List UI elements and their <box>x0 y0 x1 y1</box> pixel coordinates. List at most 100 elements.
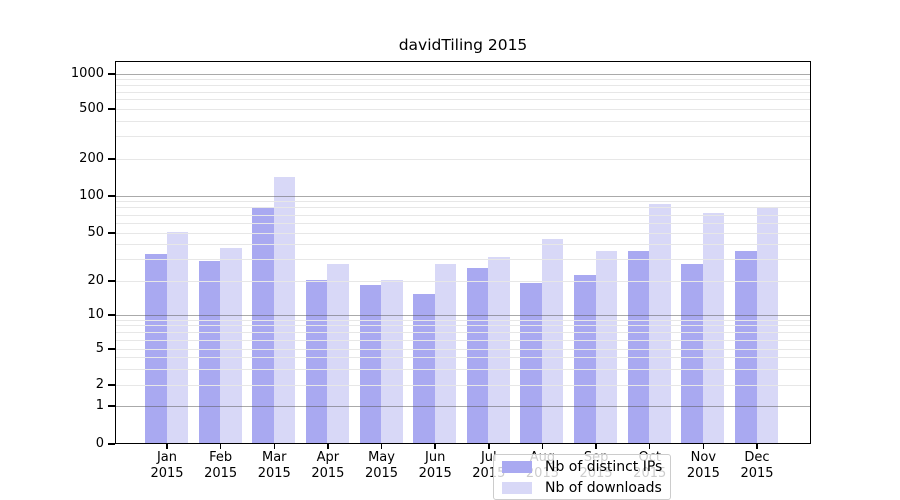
x-tick-label: May 2015 <box>347 450 417 482</box>
bar-downloads-aug <box>541 238 564 443</box>
gridline-minor <box>116 99 810 101</box>
legend-label-downloads: Nb of downloads <box>545 479 662 496</box>
legend-entry-distinct-ips: Nb of distinct IPs <box>502 458 662 476</box>
x-tick-label-month: Jun <box>425 450 446 465</box>
bar-downloads-apr <box>327 264 349 443</box>
x-tick-mark <box>273 444 276 449</box>
y-tick-label: 5 <box>95 341 104 356</box>
x-tick-label-month: Dec <box>744 450 770 465</box>
gridline-major <box>116 314 810 316</box>
x-tick-mark <box>648 444 651 449</box>
x-tick-label-year: 2015 <box>311 466 345 481</box>
y-tick-label: 100 <box>79 188 104 203</box>
y-tick-mark <box>108 195 115 197</box>
x-tick-label: Nov 2015 <box>668 450 738 482</box>
gridline-minor <box>116 348 810 350</box>
x-tick-label-year: 2015 <box>686 466 720 481</box>
x-tick-label: Feb 2015 <box>186 450 256 482</box>
y-tick-mark <box>108 232 115 234</box>
x-tick-label-year: 2015 <box>364 466 399 481</box>
y-tick-label: 10 <box>87 307 104 322</box>
x-tick-label: Dec 2015 <box>722 450 792 482</box>
x-tick-mark <box>541 444 544 449</box>
gridline-minor <box>116 84 810 86</box>
y-tick-mark <box>108 314 115 316</box>
x-tick-label: Jan 2015 <box>132 450 202 482</box>
gridline-minor <box>116 120 810 122</box>
x-tick-mark <box>434 444 436 449</box>
legend-swatch-downloads <box>502 481 532 494</box>
legend-swatch-distinct-ips <box>502 460 532 473</box>
bar-downloads-jan <box>166 232 188 443</box>
gridline-minor <box>116 319 810 321</box>
x-tick-label-month: Feb <box>209 450 233 465</box>
legend: Nb of distinct IPs Nb of downloads <box>493 454 671 500</box>
gridline-minor <box>116 357 810 359</box>
y-tick-mark <box>108 405 115 407</box>
y-tick-mark <box>108 73 115 75</box>
y-tick-label: 1 <box>95 398 104 413</box>
y-tick-label: 1000 <box>70 66 104 81</box>
x-tick-mark <box>380 444 383 449</box>
gridline-minor <box>116 108 810 110</box>
gridline-minor <box>116 259 810 261</box>
x-tick-label-year: 2015 <box>418 466 452 481</box>
gridline-minor <box>116 91 810 93</box>
x-tick-label-year: 2015 <box>204 466 238 481</box>
x-tick-label-month: Mar <box>262 450 287 465</box>
bar-distinct-ips-jan <box>145 253 167 443</box>
y-tick-label: 50 <box>87 225 104 240</box>
x-tick-mark <box>166 444 168 449</box>
bar-downloads-oct <box>649 203 671 443</box>
bar-downloads-dec <box>756 206 778 443</box>
bar-distinct-ips-jul <box>466 268 489 443</box>
bar-downloads-may <box>381 280 403 443</box>
x-tick-label-year: 2015 <box>257 466 291 481</box>
gridline-minor <box>116 158 810 160</box>
x-tick-mark <box>327 444 329 449</box>
x-tick-mark <box>488 444 490 449</box>
y-tick-label: 2 <box>95 377 104 392</box>
y-tick-label: 0 <box>95 436 104 451</box>
bar-downloads-mar <box>273 177 296 443</box>
bar-distinct-ips-nov <box>681 264 703 443</box>
gridline-minor <box>116 339 810 341</box>
gridline-minor <box>116 136 810 138</box>
chart-title: davidTiling 2015 <box>398 36 528 54</box>
y-tick-label: 200 <box>79 151 104 166</box>
legend-entry-downloads: Nb of downloads <box>502 479 662 497</box>
plot-area: Nb of distinct IPs Nb of downloads <box>115 61 811 500</box>
gridline-minor <box>116 214 810 216</box>
gridline-major <box>116 73 810 75</box>
bar-downloads-nov <box>702 212 725 443</box>
x-tick-label: Apr 2015 <box>293 450 363 482</box>
x-tick-mark <box>219 444 222 449</box>
x-tick-label-month: Jul <box>480 450 497 465</box>
gridline-minor <box>116 325 810 327</box>
bar-distinct-ips-apr <box>305 280 328 443</box>
bar-distinct-ips-dec <box>735 250 757 443</box>
gridline-minor <box>116 207 810 209</box>
bar-distinct-ips-feb <box>198 260 221 443</box>
y-tick-mark <box>108 158 115 160</box>
x-tick-label-month: May <box>368 450 395 465</box>
x-tick-mark <box>756 444 758 449</box>
x-tick-label-month: Jan <box>156 450 178 465</box>
gridline-minor <box>116 78 810 80</box>
gridline-minor <box>116 384 810 386</box>
x-tick-label-year: 2015 <box>740 466 774 481</box>
x-tick-mark <box>595 444 597 449</box>
gridline-minor <box>116 368 810 370</box>
bar-downloads-feb <box>220 247 242 443</box>
bar-downloads-jul <box>488 257 510 443</box>
bar-distinct-ips-oct <box>627 250 650 443</box>
bar-distinct-ips-aug <box>520 282 542 443</box>
x-tick-mark <box>702 444 705 449</box>
bar-downloads-jun <box>434 264 457 443</box>
y-tick-mark <box>108 108 115 110</box>
bar-distinct-ips-mar <box>252 206 274 443</box>
y-tick-mark <box>108 280 115 282</box>
gridline-minor <box>116 280 810 282</box>
x-tick-label-year: 2015 <box>150 466 184 481</box>
